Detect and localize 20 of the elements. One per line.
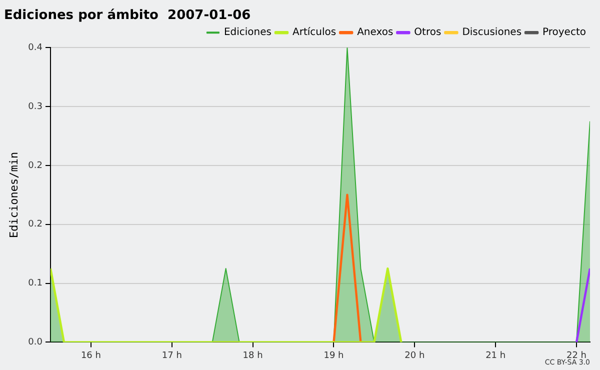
y-tick-label: 0.1 xyxy=(28,278,43,289)
y-tick-label: 0.2 xyxy=(28,220,43,230)
x-tick-label: 20 h xyxy=(404,350,425,361)
y-tick-label: 0.2 xyxy=(28,160,43,171)
x-tick-label: 19 h xyxy=(324,350,344,361)
y-tick-label: 0.3 xyxy=(28,102,43,112)
legend-label: Proyecto xyxy=(542,27,586,38)
x-tick-label: 18 h xyxy=(242,350,263,361)
legend-label: Ediciones xyxy=(224,27,272,38)
chart-title: Ediciones por ámbito 2007-01-06 xyxy=(4,8,251,24)
legend-label: Artículos xyxy=(292,27,336,38)
legend-label: Anexos xyxy=(357,27,394,38)
legend-label: Otros xyxy=(414,27,442,38)
x-tick-label: 17 h xyxy=(162,350,182,361)
legend-label: Discusiones xyxy=(462,27,522,38)
x-tick-label: 21 h xyxy=(486,350,506,361)
x-tick-label: 16 h xyxy=(80,350,101,361)
y-tick-label: 0.4 xyxy=(28,42,43,53)
y-tick-label: 0.0 xyxy=(28,338,43,348)
y-axis-title: Ediciones/min xyxy=(7,152,20,238)
